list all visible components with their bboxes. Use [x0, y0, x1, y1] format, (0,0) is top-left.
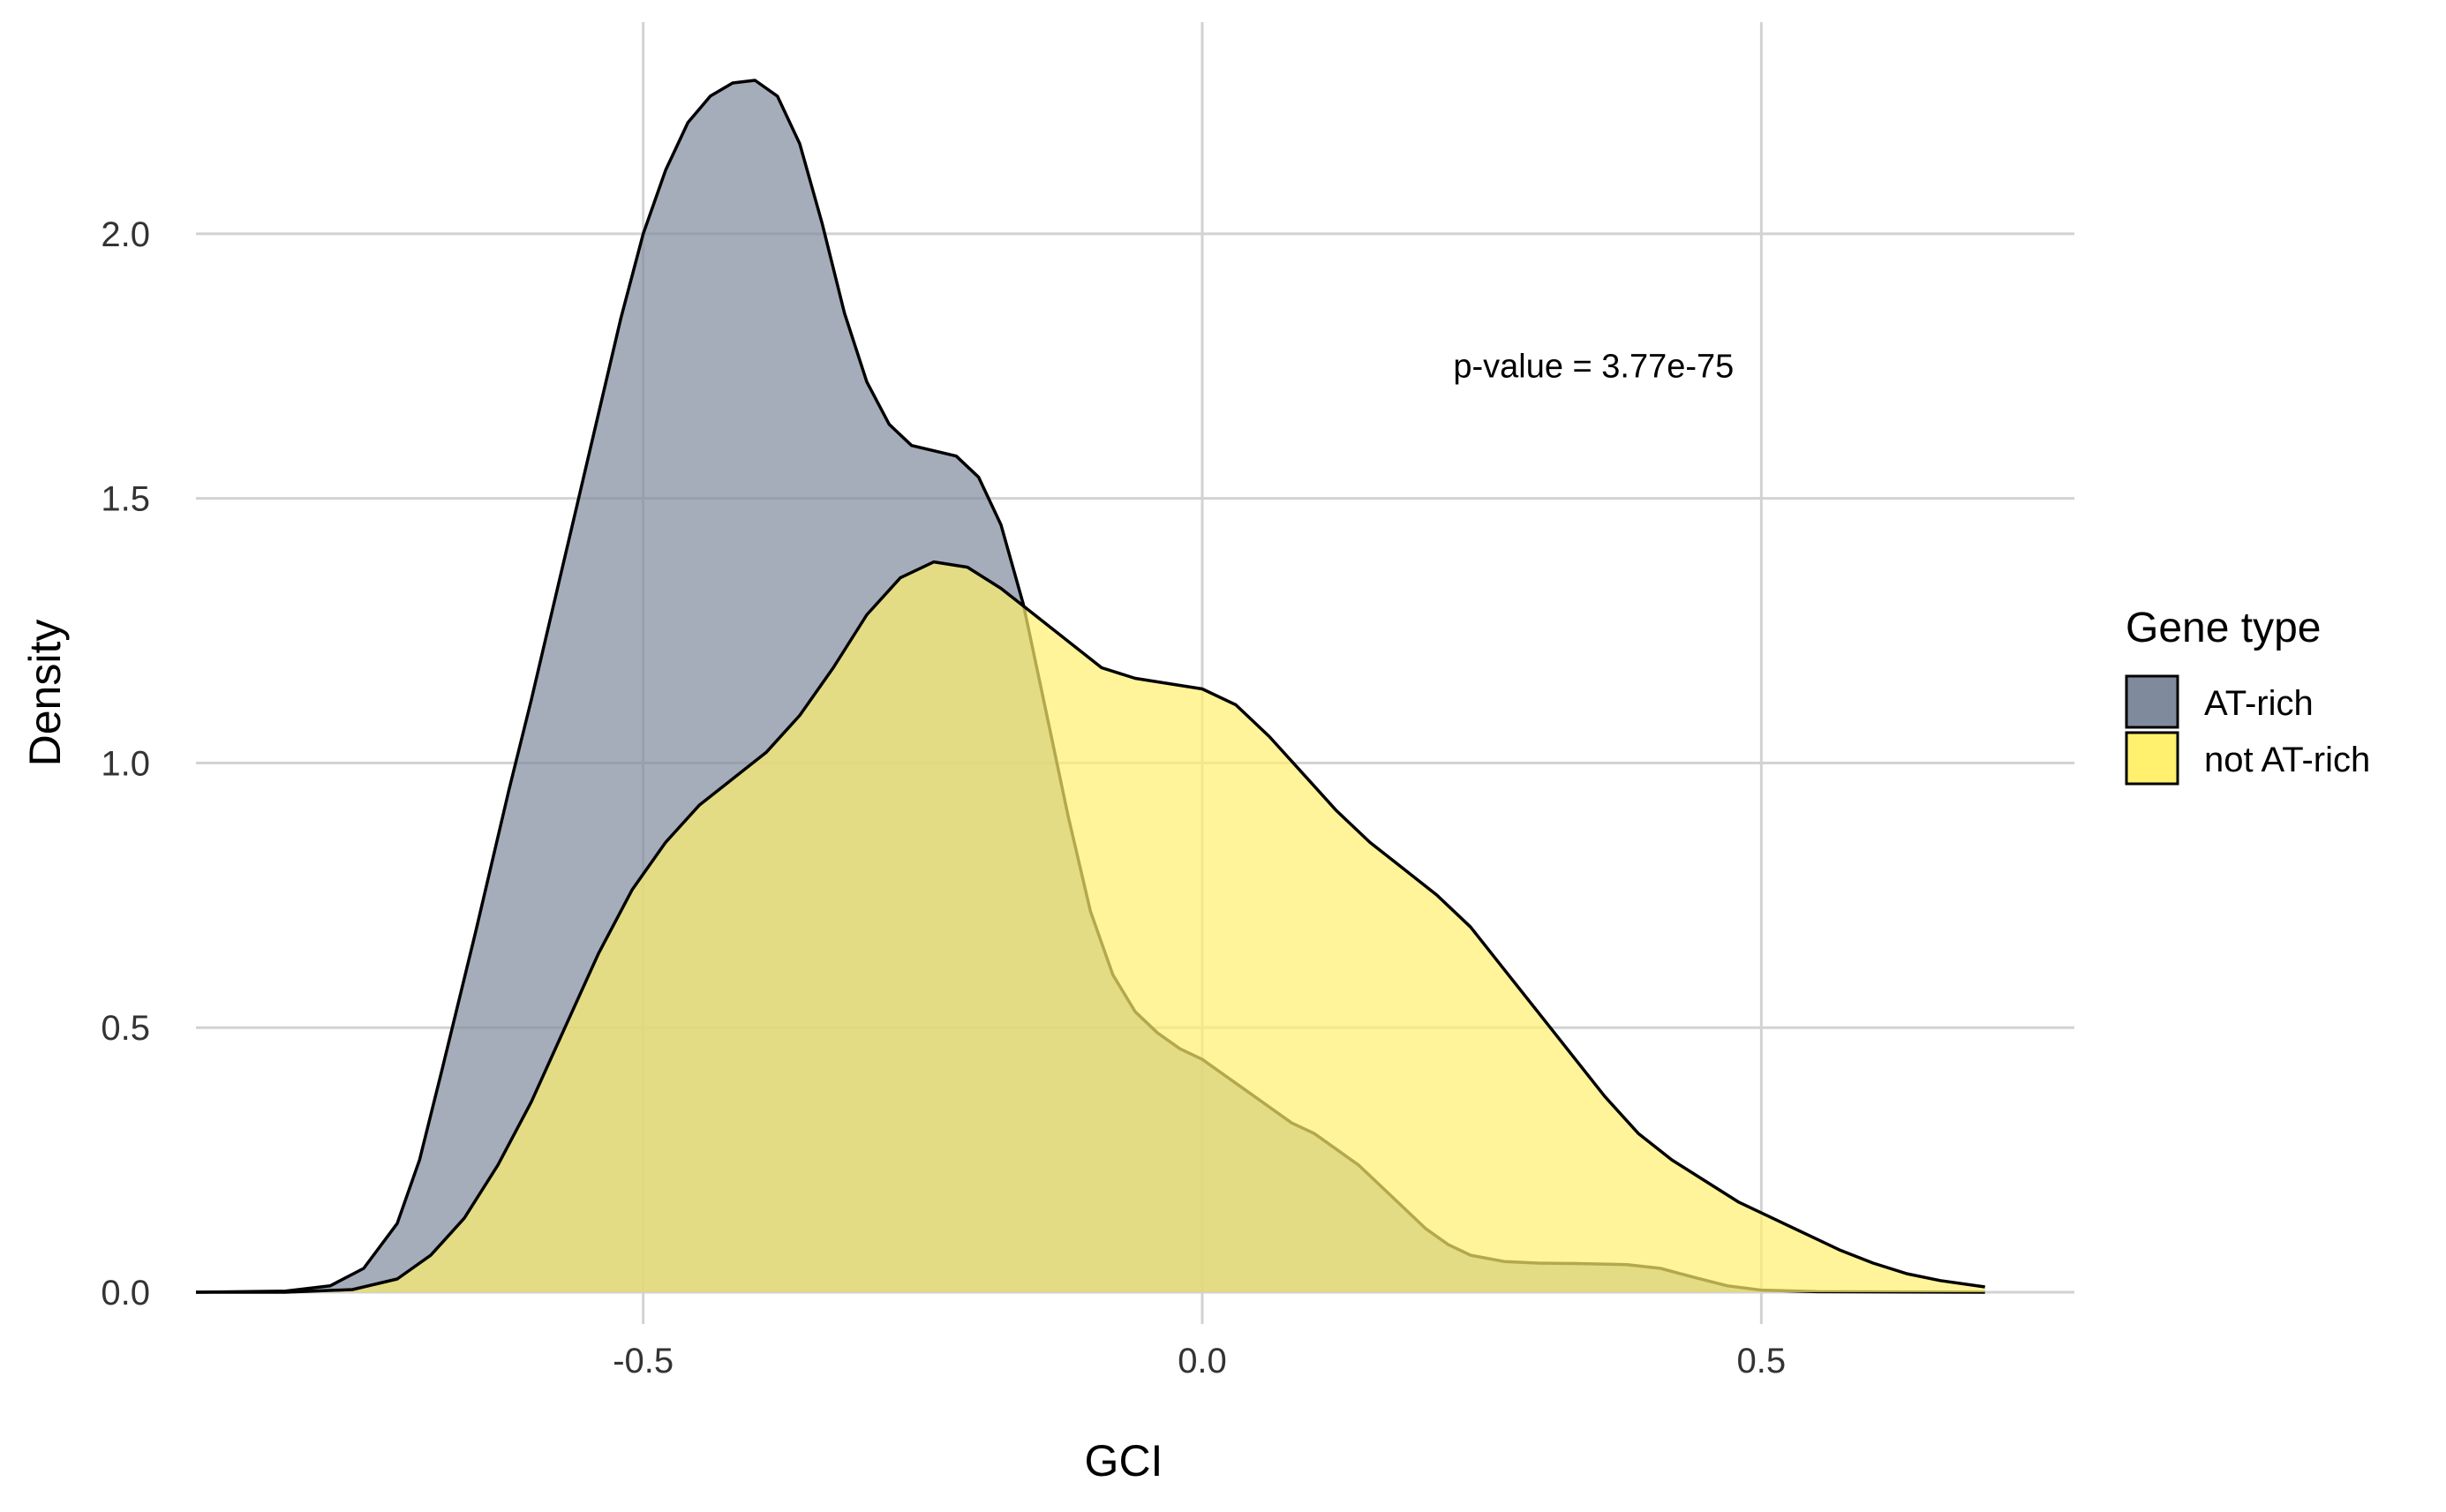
legend-swatch-at-rich [2125, 674, 2179, 729]
density-area-not-at-rich [196, 561, 1985, 1292]
x-tick-label: -0.5 [613, 1342, 674, 1380]
legend-title: Gene type [2126, 605, 2321, 651]
y-axis-title: Density [20, 620, 70, 767]
y-tick-label: 0.5 [101, 1009, 150, 1048]
y-tick-label: 1.5 [101, 480, 150, 519]
x-axis-title: GCI [1085, 1436, 1163, 1486]
y-axis-ticks: 0.0 0.5 1.0 1.5 2.0 [101, 215, 150, 1313]
y-tick-label: 2.0 [101, 215, 150, 254]
legend-label-not-at-rich: not AT-rich [2204, 741, 2370, 779]
legend: Gene type AT-rich not AT-rich [2125, 605, 2370, 786]
density-series [195, 79, 1985, 1294]
y-tick-label: 1.0 [101, 744, 150, 783]
annotation-p-value: p-value = 3.77e-75 [1453, 349, 1734, 386]
legend-swatch-not-at-rich [2125, 731, 2179, 786]
x-tick-label: 0.0 [1178, 1342, 1227, 1380]
x-axis-ticks: -0.5 0.0 0.5 [613, 1342, 1786, 1380]
density-line-not-at-rich [196, 560, 1985, 1294]
x-tick-label: 0.5 [1737, 1342, 1787, 1380]
y-tick-label: 0.0 [101, 1274, 150, 1313]
legend-label-at-rich: AT-rich [2204, 684, 2314, 723]
